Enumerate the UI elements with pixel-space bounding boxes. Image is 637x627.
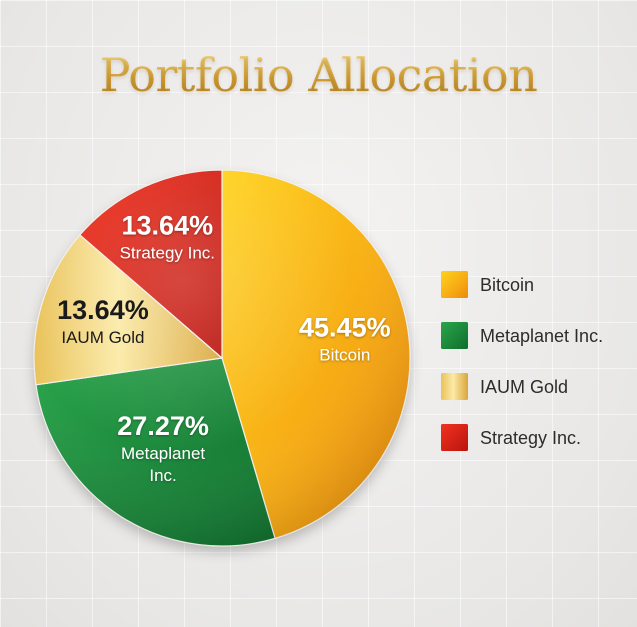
- slice-labels: 45.45% Bitcoin 27.27% Metaplanet Inc. 13.64% I…: [57, 210, 390, 484]
- slice-name-label-metaplanet-inc-2: Inc.: [149, 466, 176, 485]
- chart-title: Portfolio Allocation: [0, 48, 637, 102]
- slice-name-label-strategy-inc: Strategy Inc.: [120, 243, 215, 262]
- legend-label-metaplanet-inc: Metaplanet Inc.: [480, 326, 603, 346]
- legend-swatch-strategy-inc: [441, 424, 468, 451]
- slice-name-label-bitcoin: Bitcoin: [319, 345, 370, 364]
- legend-label-bitcoin: Bitcoin: [480, 275, 534, 295]
- slice-name-label-iaum-gold: IAUM Gold: [61, 328, 144, 347]
- legend-label-strategy-inc: Strategy Inc.: [480, 428, 581, 448]
- legend-label-iaum-gold: IAUM Gold: [480, 377, 568, 397]
- legend-swatch-iaum-gold: [441, 373, 468, 400]
- slice-percent-label-metaplanet-inc: 27.27%: [117, 411, 209, 441]
- slice-percent-label-iaum-gold: 13.64%: [57, 295, 149, 325]
- legend-swatch-bitcoin: [441, 271, 468, 298]
- legend: Bitcoin Metaplanet Inc. IAUM Gold Strategy …: [441, 271, 603, 451]
- slice-percent-label-strategy-inc: 13.64%: [122, 210, 214, 240]
- legend-swatch-metaplanet-inc: [441, 322, 468, 349]
- slice-percent-label-bitcoin: 45.45%: [299, 312, 391, 342]
- slice-name-label-metaplanet-inc-1: Metaplanet: [121, 444, 205, 463]
